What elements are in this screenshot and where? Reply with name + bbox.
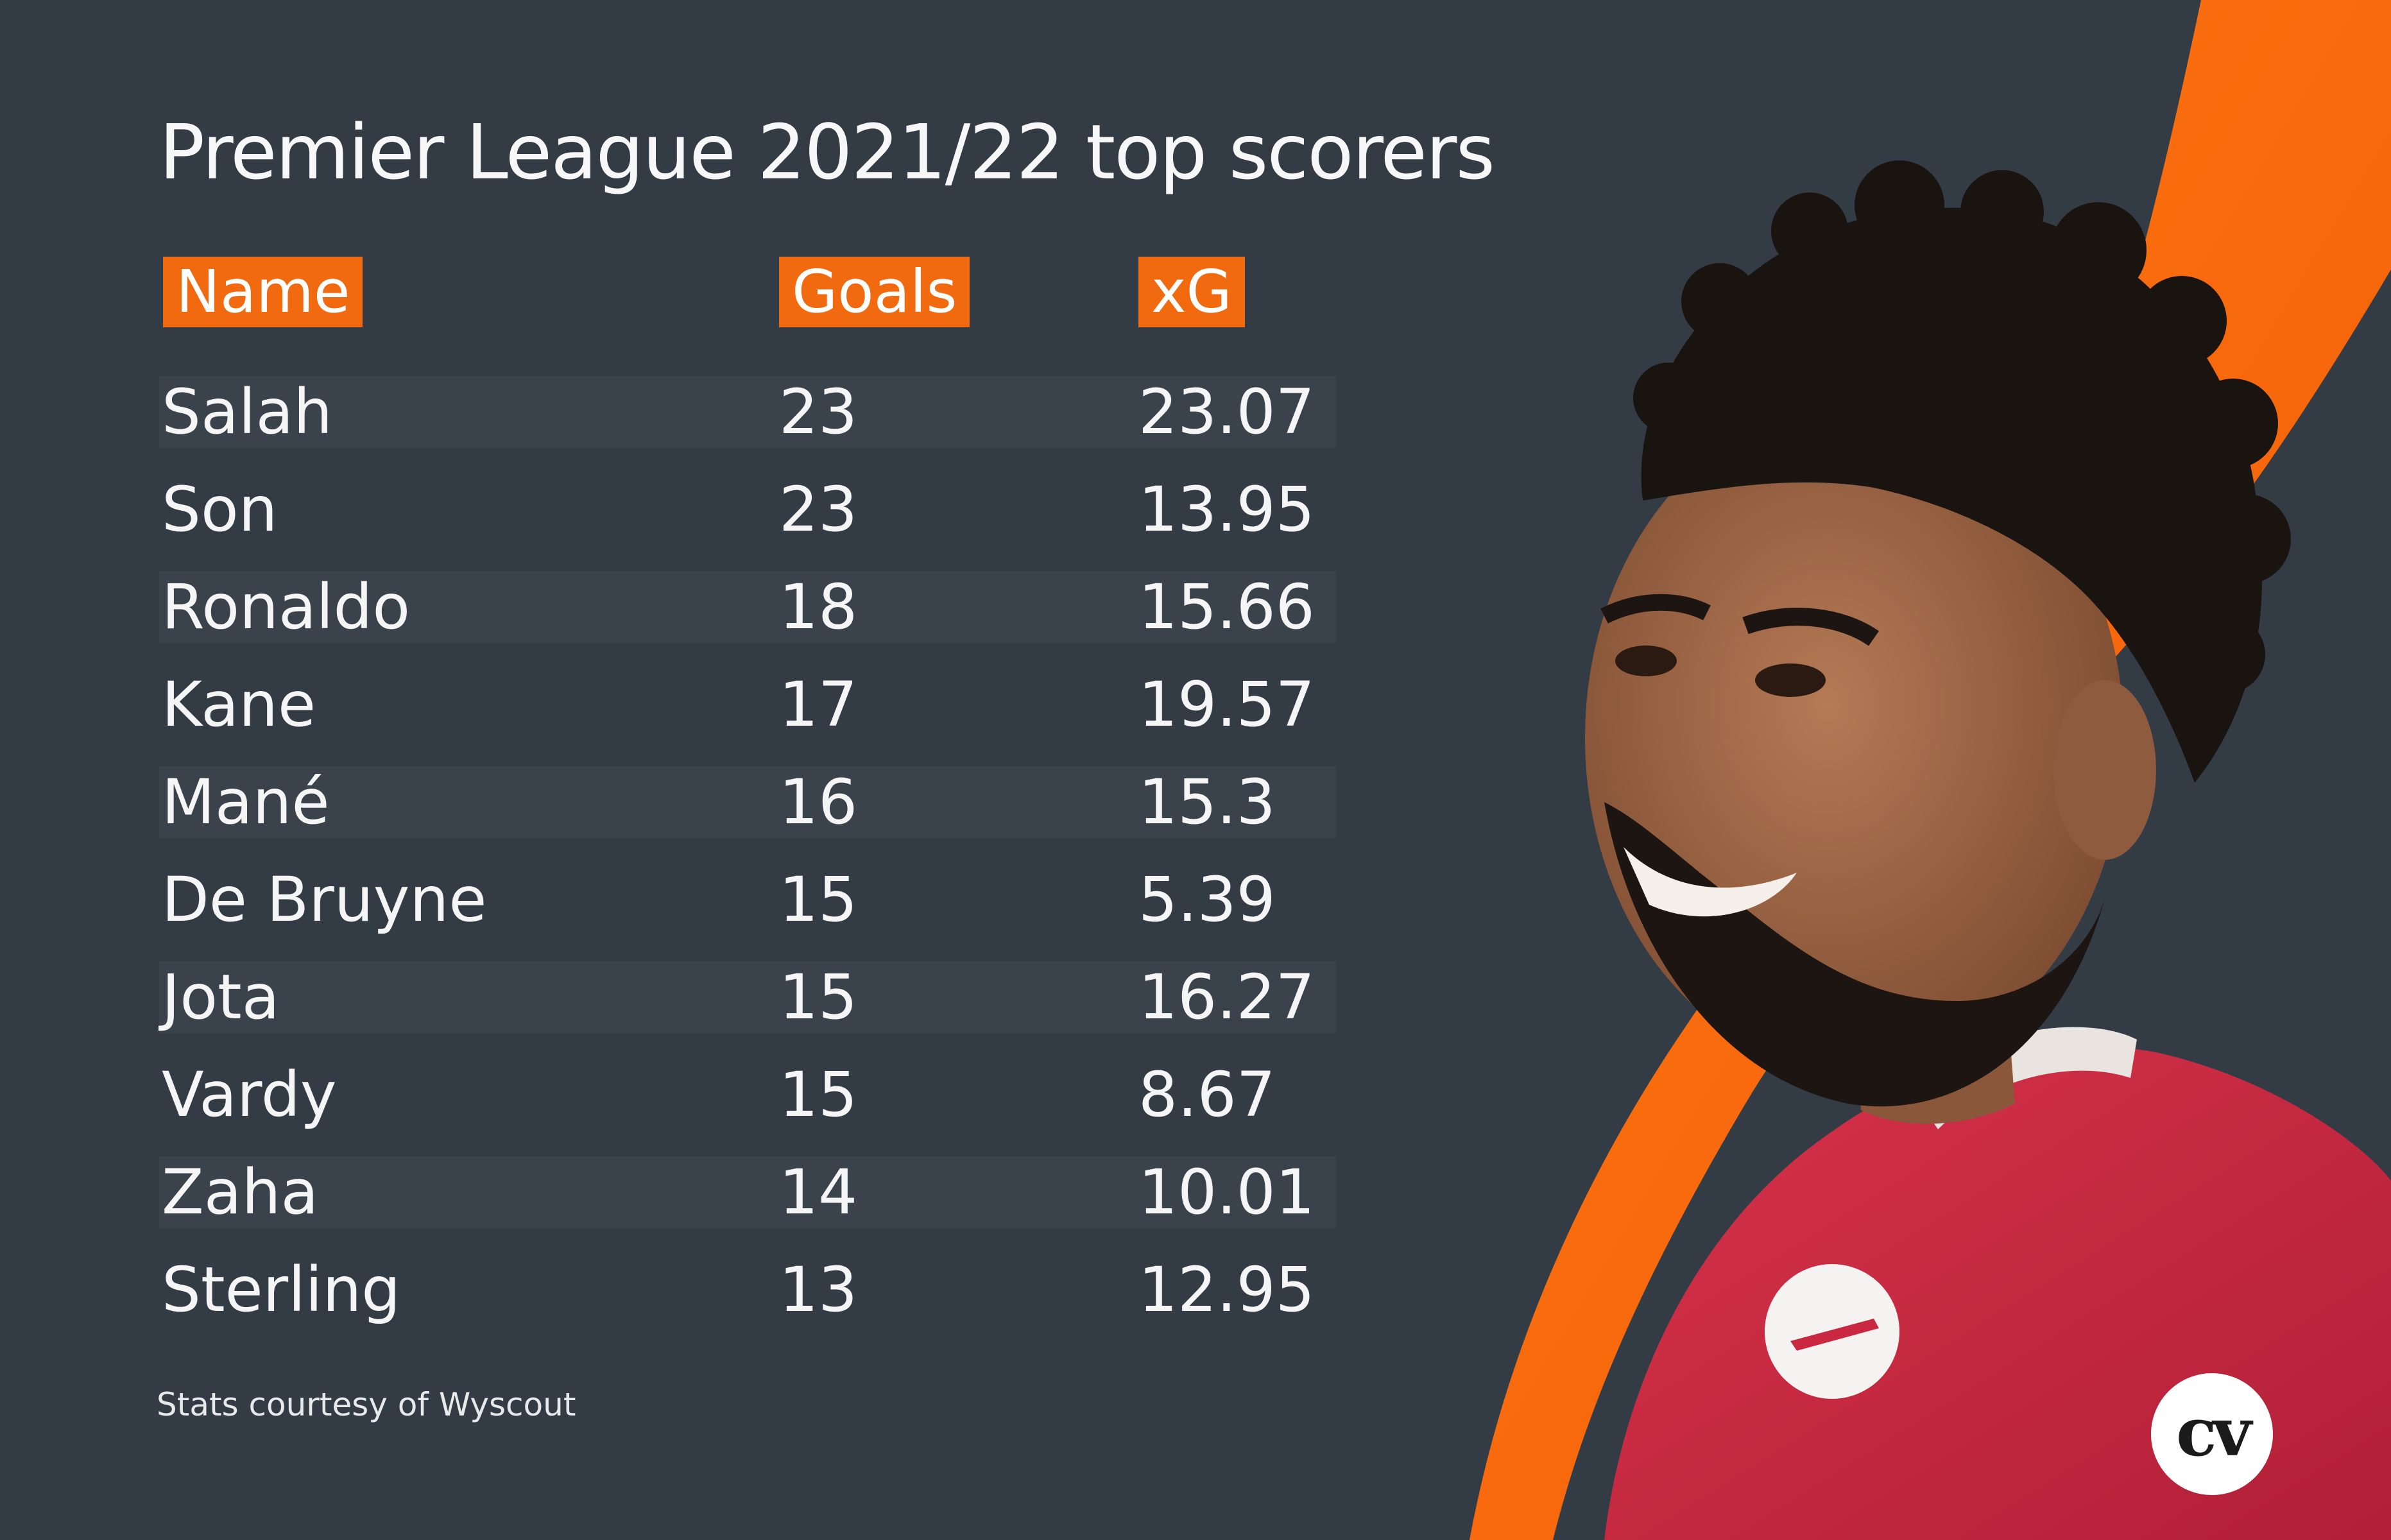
player-name: Jota [162, 961, 280, 1033]
table-row: Sterling 13 12.95 [159, 1254, 1336, 1351]
player-name: De Bruyne [162, 864, 487, 936]
table-row: Zaha 14 10.01 [159, 1156, 1336, 1254]
player-xg: 10.01 [1138, 1156, 1315, 1228]
player-goals: 18 [779, 571, 858, 643]
player-goals: 17 [779, 669, 858, 740]
player-xg: 5.39 [1138, 864, 1276, 936]
row-band [159, 1156, 1336, 1228]
table-row: Kane 17 19.57 [159, 669, 1336, 766]
row-band [159, 571, 1336, 643]
player-goals: 15 [779, 961, 858, 1033]
player-goals: 15 [779, 864, 858, 936]
player-xg: 8.67 [1138, 1059, 1276, 1131]
row-band [159, 376, 1336, 448]
row-band [159, 766, 1336, 838]
player-xg: 12.95 [1138, 1254, 1315, 1326]
player-name: Ronaldo [162, 571, 411, 643]
player-beard [1604, 802, 2105, 1107]
table-row: Son 23 13.95 [159, 474, 1336, 571]
column-header-name: Name [163, 257, 363, 327]
table-row: Vardy 15 8.67 [159, 1059, 1336, 1156]
player-name: Salah [162, 376, 333, 448]
player-xg: 15.3 [1138, 766, 1276, 838]
row-band [159, 961, 1336, 1033]
player-name: Sterling [162, 1254, 401, 1326]
stats-credit: Stats courtesy of Wyscout [157, 1386, 576, 1423]
player-hair [1641, 207, 2263, 783]
column-header-xg: xG [1138, 257, 1245, 327]
table-row: Ronaldo 18 15.66 [159, 571, 1336, 669]
column-header-goals: Goals [779, 257, 970, 327]
cv-logo: cv [2151, 1373, 2273, 1495]
player-xg: 16.27 [1138, 961, 1315, 1033]
table-row: Jota 15 16.27 [159, 961, 1336, 1059]
player-goals: 14 [779, 1156, 858, 1228]
player-name: Mané [162, 766, 330, 838]
player-goals: 23 [779, 376, 858, 448]
player-xg: 13.95 [1138, 474, 1315, 545]
player-name: Zaha [162, 1156, 319, 1228]
player-goals: 23 [779, 474, 858, 545]
table-row: Salah 23 23.07 [159, 376, 1336, 474]
player-name: Kane [162, 669, 316, 740]
page-title: Premier League 2021/22 top scorers [159, 108, 1495, 196]
player-xg: 15.66 [1138, 571, 1315, 643]
player-xg: 23.07 [1138, 376, 1315, 448]
player-goals: 15 [779, 1059, 858, 1131]
scorers-table: Salah 23 23.07 Son 23 13.95 Ronaldo 18 1… [159, 376, 1336, 1351]
table-row: De Bruyne 15 5.39 [159, 864, 1336, 961]
player-goals: 13 [779, 1254, 858, 1326]
player-xg: 19.57 [1138, 669, 1315, 740]
player-name: Son [162, 474, 278, 545]
player-name: Vardy [162, 1059, 337, 1131]
player-goals: 16 [779, 766, 858, 838]
table-row: Mané 16 15.3 [159, 766, 1336, 864]
